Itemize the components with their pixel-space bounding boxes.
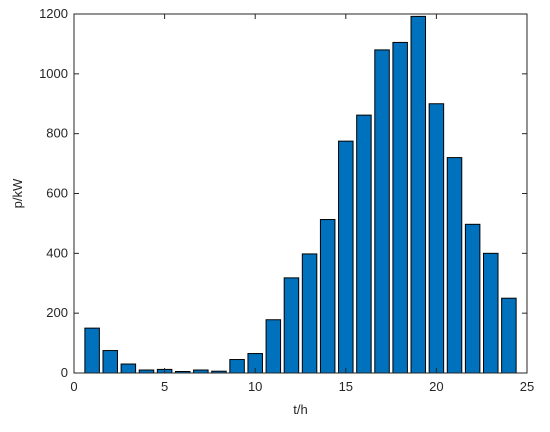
bar-t9 bbox=[229, 359, 245, 374]
x-axis-label: t/h bbox=[293, 402, 307, 417]
y-tick-label: 200 bbox=[46, 305, 68, 320]
bar-t21 bbox=[446, 157, 463, 374]
x-tick-label: 20 bbox=[429, 379, 443, 394]
y-tick-label: 600 bbox=[46, 186, 68, 201]
bar-t12 bbox=[283, 277, 300, 374]
y-tick-label: 800 bbox=[46, 126, 68, 141]
y-tick-label: 0 bbox=[61, 365, 68, 380]
bar-t3 bbox=[120, 363, 137, 374]
bar-t17 bbox=[374, 49, 390, 374]
x-tick-label: 25 bbox=[520, 379, 534, 394]
x-tick-label: 5 bbox=[161, 379, 168, 394]
y-tick-label: 1200 bbox=[39, 6, 68, 21]
y-tick-label: 400 bbox=[46, 245, 68, 260]
y-axis-label: p/kW bbox=[10, 178, 25, 208]
bar-t22 bbox=[464, 223, 481, 374]
y-tick-label: 1000 bbox=[39, 66, 68, 81]
bar-t24 bbox=[501, 297, 517, 374]
bar-t1 bbox=[84, 327, 100, 374]
x-tick-label: 10 bbox=[248, 379, 262, 394]
bar-t11 bbox=[265, 319, 282, 374]
bar-t19 bbox=[410, 15, 427, 374]
bar-t23 bbox=[483, 252, 499, 374]
y-axis-ticks: 0 200 400 600 800 1000 1200 bbox=[39, 6, 527, 380]
bar-t16 bbox=[356, 114, 372, 374]
bar-t20 bbox=[428, 103, 445, 374]
bar-t15 bbox=[338, 140, 354, 374]
bar-t13 bbox=[301, 253, 318, 374]
x-tick-label: 15 bbox=[339, 379, 353, 394]
bar-t18 bbox=[392, 41, 408, 374]
bar-t2 bbox=[102, 350, 118, 374]
x-axis-ticks: 0 5 10 15 20 25 bbox=[70, 14, 534, 394]
bar-t14 bbox=[319, 219, 336, 374]
x-tick-label: 0 bbox=[70, 379, 77, 394]
